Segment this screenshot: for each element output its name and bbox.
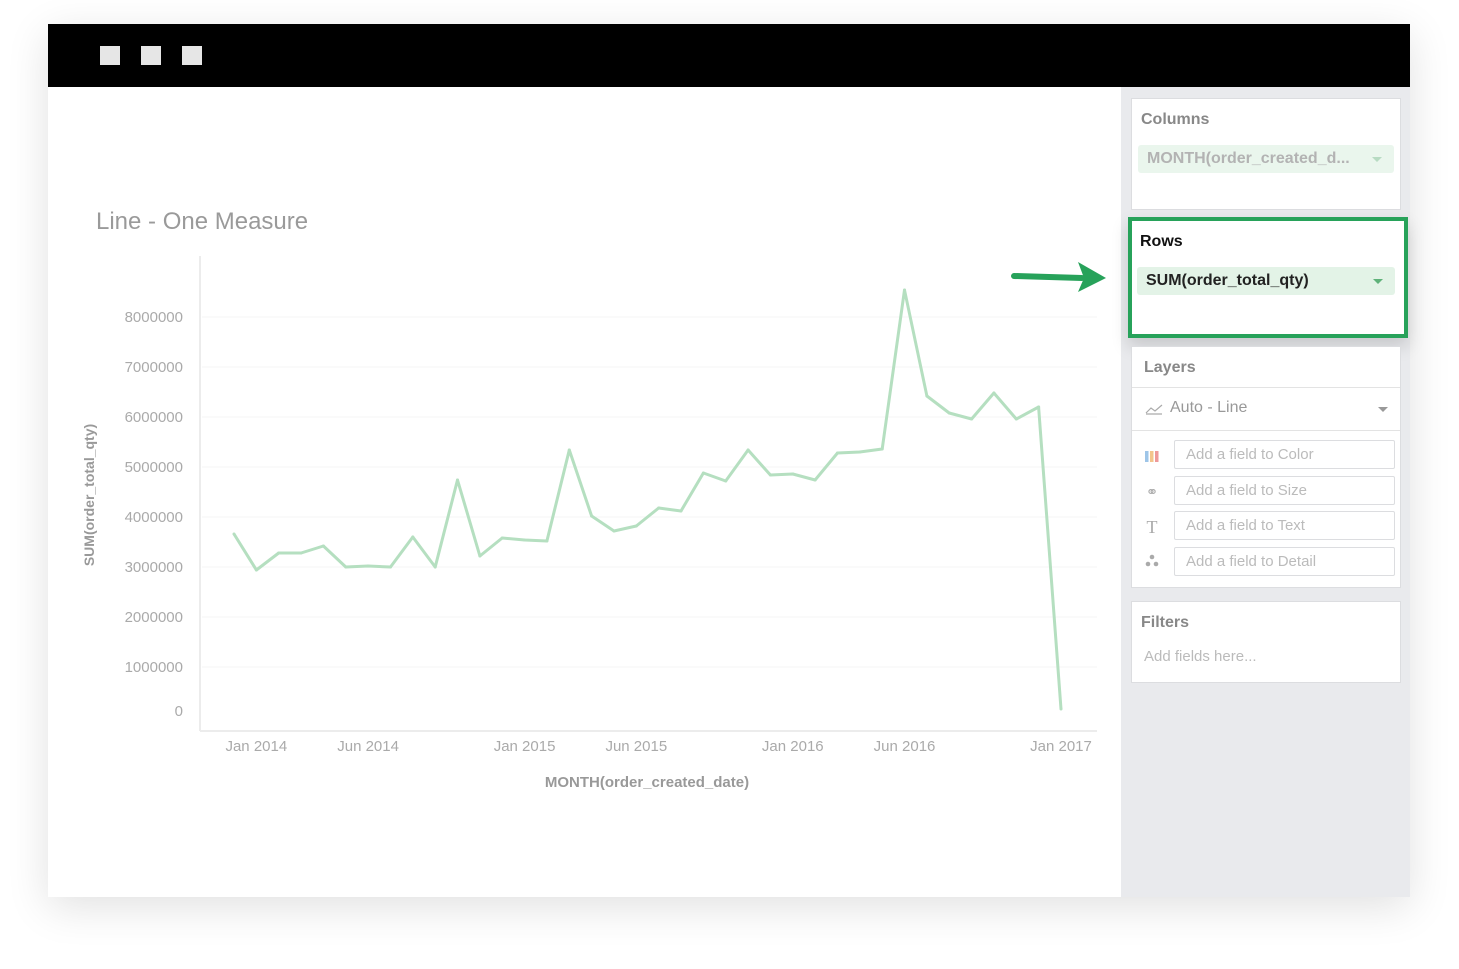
size-field-input[interactable]: Add a field to Size: [1174, 476, 1395, 505]
window-control-3[interactable]: [182, 46, 202, 65]
data-point: [366, 564, 370, 568]
data-point: [746, 448, 750, 452]
data-point: [835, 451, 839, 455]
y-tick-label: 1000000: [125, 659, 183, 676]
data-point: [277, 551, 281, 555]
data-point: [679, 509, 683, 513]
x-tick-label: Jun 2016: [874, 738, 936, 755]
columns-shelf: Columns MONTH(order_created_d...: [1131, 98, 1401, 210]
columns-field-pill[interactable]: MONTH(order_created_d...: [1138, 145, 1394, 173]
layers-panel: Layers Auto - Line Add a field to Color …: [1131, 346, 1401, 588]
data-point: [903, 288, 907, 292]
data-point: [925, 394, 929, 398]
window-control-1[interactable]: [100, 46, 120, 65]
data-point: [232, 532, 236, 536]
x-tick-label: Jan 2014: [225, 738, 287, 755]
rows-title: Rows: [1140, 233, 1183, 250]
data-point: [1059, 707, 1063, 711]
y-tick-label: 3000000: [125, 559, 183, 576]
data-point: [858, 450, 862, 454]
size-field-placeholder: Add a field to Size: [1186, 482, 1307, 499]
data-point: [813, 478, 817, 482]
data-point: [299, 551, 303, 555]
text-field-placeholder: Add a field to Text: [1186, 517, 1305, 534]
data-point: [388, 565, 392, 569]
app-window: Columns MONTH(order_created_d... Rows SU…: [48, 24, 1410, 897]
chevron-down-icon[interactable]: [1373, 279, 1383, 284]
filters-panel: Filters Add fields here...: [1131, 601, 1401, 683]
size-icon: ⚭: [1145, 484, 1159, 501]
data-point: [701, 471, 705, 475]
chevron-down-icon[interactable]: [1378, 407, 1388, 412]
data-point: [344, 565, 348, 569]
data-point: [880, 447, 884, 451]
color-palette-icon: [1144, 449, 1160, 465]
color-field-placeholder: Add a field to Color: [1186, 446, 1314, 463]
rows-field-label: SUM(order_total_qty): [1146, 272, 1309, 289]
x-tick-label: Jan 2017: [1030, 738, 1092, 755]
text-icon: T: [1146, 517, 1158, 537]
mark-type-select[interactable]: Auto - Line: [1132, 387, 1400, 431]
filters-dropzone[interactable]: Add fields here...: [1144, 648, 1257, 665]
rows-field-pill[interactable]: SUM(order_total_qty): [1137, 267, 1395, 295]
color-field-input[interactable]: Add a field to Color: [1174, 440, 1395, 469]
green-arrow-icon: [1011, 262, 1106, 292]
columns-field-label: MONTH(order_created_d...: [1147, 150, 1350, 167]
series-line: [232, 288, 1063, 710]
data-point: [992, 391, 996, 395]
data-point: [456, 478, 460, 482]
chart-title: Line - One Measure: [96, 208, 308, 235]
x-axis-label: MONTH(order_created_date): [545, 774, 749, 791]
shelf-sidebar: Columns MONTH(order_created_d... Rows SU…: [1121, 87, 1410, 897]
detail-icon: [1144, 553, 1160, 569]
data-point: [947, 411, 951, 415]
window-control-2[interactable]: [141, 46, 161, 65]
data-point: [634, 524, 638, 528]
x-tick-label: Jan 2016: [762, 738, 824, 755]
rows-shelf: Rows SUM(order_total_qty): [1128, 217, 1408, 338]
data-point: [590, 514, 594, 518]
data-point: [523, 538, 527, 542]
data-point: [500, 536, 504, 540]
y-tick-label: 5000000: [125, 459, 183, 476]
y-tick-label: 4000000: [125, 509, 183, 526]
x-tick-label: Jun 2015: [605, 738, 667, 755]
data-point: [433, 565, 437, 569]
data-point: [612, 529, 616, 533]
y-axis-label: SUM(order_total_qty): [81, 424, 97, 566]
data-point: [1014, 417, 1018, 421]
data-point: [545, 539, 549, 543]
data-point: [657, 506, 661, 510]
data-point: [768, 473, 772, 477]
data-point: [254, 568, 258, 572]
x-tick-label: Jun 2014: [337, 738, 399, 755]
data-point: [970, 417, 974, 421]
data-point: [411, 535, 415, 539]
filters-title: Filters: [1141, 614, 1190, 631]
title-bar: [48, 24, 1410, 87]
data-point: [478, 554, 482, 558]
line-chart-icon: [1145, 404, 1163, 415]
y-tick-label: 7000000: [125, 359, 183, 376]
chevron-down-icon[interactable]: [1372, 157, 1382, 162]
y-tick-label: 8000000: [125, 309, 183, 326]
text-field-input[interactable]: Add a field to Text: [1174, 511, 1395, 540]
data-point: [321, 544, 325, 548]
columns-title: Columns: [1141, 111, 1210, 128]
detail-field-input[interactable]: Add a field to Detail: [1174, 547, 1395, 576]
data-point: [724, 479, 728, 483]
y-tick-label: 6000000: [125, 409, 183, 426]
mark-type-label: Auto - Line: [1170, 399, 1248, 416]
data-point: [791, 472, 795, 476]
data-point: [567, 448, 571, 452]
y-tick-label: 2000000: [125, 609, 183, 626]
layers-title: Layers: [1144, 359, 1196, 376]
data-point: [1037, 405, 1041, 409]
detail-field-placeholder: Add a field to Detail: [1186, 553, 1317, 570]
x-tick-label: Jan 2015: [494, 738, 556, 755]
y-tick-label: 0: [175, 703, 183, 720]
